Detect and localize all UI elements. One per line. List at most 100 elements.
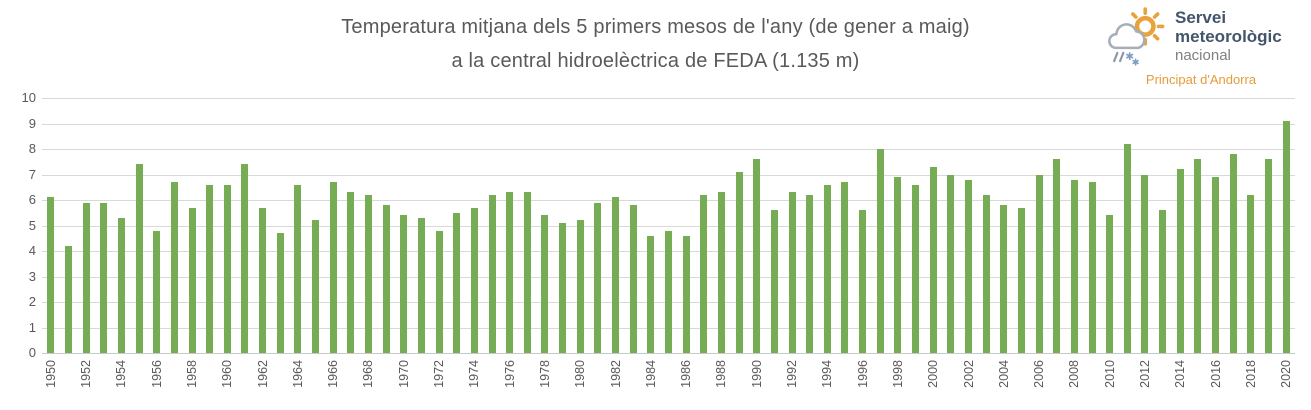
y-axis-tick-5: 5 <box>28 217 36 233</box>
x-axis-tick-1994: 1994 <box>820 360 835 388</box>
x-axis-tick-1962: 1962 <box>255 360 270 388</box>
gridline-9 <box>42 123 1295 125</box>
bar-2013 <box>1159 210 1167 353</box>
x-axis-tick-2010: 2010 <box>1102 360 1117 388</box>
bar-1960 <box>223 184 231 353</box>
bar-1957 <box>170 182 178 353</box>
bar-1955 <box>135 164 143 353</box>
bar-2020 <box>1282 120 1290 353</box>
bar-2009 <box>1088 182 1096 353</box>
x-axis-tick-2004: 2004 <box>996 360 1011 388</box>
bar-1961 <box>241 164 249 353</box>
x-axis-tick-1950: 1950 <box>43 360 58 388</box>
bar-1951 <box>64 245 72 353</box>
bar-1959 <box>206 184 214 353</box>
bar-2010 <box>1106 215 1114 353</box>
x-axis-tick-1966: 1966 <box>326 360 341 388</box>
x-axis-tick-1974: 1974 <box>467 360 482 388</box>
x-axis-tick-1998: 1998 <box>890 360 905 388</box>
bar-1995 <box>841 182 849 353</box>
bar-2019 <box>1265 159 1273 353</box>
x-axis-tick-1956: 1956 <box>149 360 164 388</box>
bar-1978 <box>541 215 549 353</box>
gridline-6 <box>42 200 1295 201</box>
x-axis-tick-2012: 2012 <box>1137 360 1152 388</box>
x-axis-tick-1980: 1980 <box>573 360 588 388</box>
logo-name-line-2: meteorològic <box>1175 27 1282 47</box>
bar-1987 <box>700 194 708 353</box>
bar-1953 <box>100 202 108 353</box>
x-axis-tick-1958: 1958 <box>185 360 199 388</box>
bar-1982 <box>612 197 620 353</box>
y-axis-tick-6: 6 <box>28 192 36 207</box>
x-axis-tick-2006: 2006 <box>1032 360 1047 388</box>
x-axis-tick-1986: 1986 <box>679 360 694 388</box>
bar-1997 <box>876 149 884 353</box>
gridline-7 <box>42 174 1295 176</box>
bar-1999 <box>912 184 920 353</box>
y-axis-tick-4: 4 <box>28 243 36 258</box>
y-axis-tick-3: 3 <box>28 268 36 284</box>
bar-2004 <box>1000 205 1008 353</box>
x-axis-tick-1952: 1952 <box>79 360 94 388</box>
logo-text: Servei meteorològic nacional <box>1175 8 1282 65</box>
bar-1992 <box>788 192 796 353</box>
bar-1977 <box>523 192 531 353</box>
bar-1964 <box>294 184 302 353</box>
bar-2005 <box>1017 207 1025 353</box>
x-axis-tick-2002: 2002 <box>961 360 976 388</box>
bar-2002 <box>965 179 972 353</box>
bar-1962 <box>259 207 267 353</box>
x-axis-tick-1984: 1984 <box>643 360 658 388</box>
x-axis-tick-1990: 1990 <box>749 360 764 388</box>
x-axis-tick-1964: 1964 <box>290 360 305 388</box>
sun-cloud-precipitation-icon <box>1108 7 1165 66</box>
bar-1950 <box>47 197 55 353</box>
y-axis-tick-8: 8 <box>28 141 36 156</box>
bar-2007 <box>1053 159 1061 353</box>
bar-2003 <box>982 194 990 353</box>
x-axis-tick-2016: 2016 <box>1208 360 1223 388</box>
bar-1994 <box>823 184 831 353</box>
bar-1986 <box>682 235 690 353</box>
x-axis-tick-2000: 2000 <box>926 360 941 388</box>
bar-1998 <box>894 177 902 353</box>
bar-1966 <box>329 182 337 353</box>
y-axis-tick-0: 0 <box>28 345 36 360</box>
bar-1979 <box>559 222 567 353</box>
bar-1956 <box>153 230 161 353</box>
bar-1958 <box>188 207 196 353</box>
logo-subtitle: Principat d'Andorra <box>1145 72 1257 87</box>
bar-2018 <box>1247 194 1255 353</box>
x-axis-tick-1972: 1972 <box>432 360 447 388</box>
x-axis-tick-2020: 2020 <box>1279 360 1294 388</box>
bar-1981 <box>594 202 602 353</box>
bar-1963 <box>276 233 284 353</box>
x-axis-tick-1988: 1988 <box>714 360 729 388</box>
bar-2015 <box>1194 159 1202 353</box>
y-axis-tick-2: 2 <box>28 294 36 309</box>
bar-1993 <box>806 194 814 353</box>
bar-2014 <box>1176 169 1184 353</box>
plot-area: 0 1 2 3 4 5 6 7 8 9 10 1950 1952 1954 1956 1958 1960 1962… <box>22 90 1295 388</box>
y-axis-tick-9: 9 <box>28 115 36 131</box>
bar-1983 <box>629 205 637 353</box>
gridline-5 <box>42 225 1295 227</box>
x-axis-tick-1954: 1954 <box>114 360 129 388</box>
bar-1954 <box>117 217 125 353</box>
bar-1990 <box>753 159 761 353</box>
bar-1952 <box>82 202 90 353</box>
bar-2012 <box>1141 174 1149 353</box>
bar-2006 <box>1035 174 1043 353</box>
logo-name-line-1: Servei <box>1175 7 1227 27</box>
x-axis-tick-2014: 2014 <box>1173 360 1188 388</box>
x-axis-tick-1992: 1992 <box>785 360 800 388</box>
bar-1985 <box>665 230 672 353</box>
bar-1980 <box>576 220 584 353</box>
bar-1968 <box>364 194 372 353</box>
bar-2008 <box>1070 179 1078 353</box>
x-axis-tick-1982: 1982 <box>608 360 623 388</box>
bar-2017 <box>1229 154 1237 353</box>
bar-1971 <box>417 217 425 353</box>
bar-2000 <box>929 166 937 353</box>
